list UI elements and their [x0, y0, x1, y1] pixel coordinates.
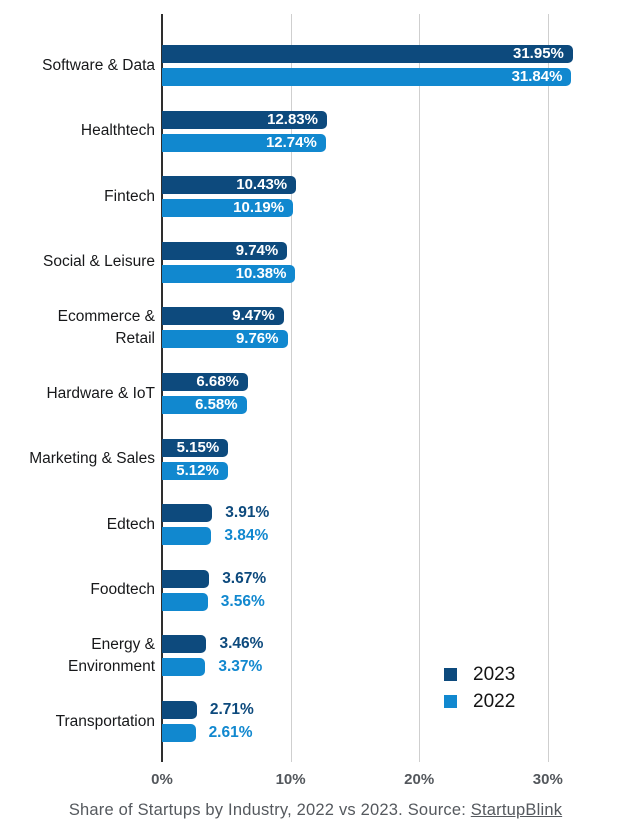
legend: 2023 2022 [444, 661, 515, 715]
bar-2023-1: 12.83% [162, 110, 327, 129]
value-label-2023-1: 12.83% [267, 110, 318, 128]
category-label-9: Energy & Environment [67, 635, 155, 675]
bar-2023-6: 5.15% [162, 438, 229, 457]
bar-2023-7 [162, 504, 213, 523]
category-label-0: Software & Data [42, 56, 155, 74]
legend-label-2023: 2023 [473, 663, 516, 685]
bar-2022-2: 10.19% [162, 199, 294, 218]
value-label-2022-4: 9.76% [235, 330, 279, 348]
bar-2023-8 [162, 569, 210, 588]
category-label-4: Ecommerce & Retail [57, 307, 155, 347]
category-label-10: Transportation [55, 712, 155, 730]
value-label-2022-9: 3.37% [218, 658, 263, 676]
value-label-2022-7: 3.84% [224, 527, 269, 545]
bar-2022-10 [162, 724, 196, 742]
chart-caption: Share of Startups by Industry, 2022 vs 2… [0, 801, 631, 820]
bar-2023-3: 9.74% [162, 241, 288, 260]
legend-item-2023: 2023 [444, 661, 515, 688]
value-label-2023-2: 10.43% [236, 176, 288, 194]
bar-2023-10 [162, 701, 197, 719]
value-label-2022-5: 6.58% [195, 396, 238, 413]
value-label-2022-6: 5.12% [176, 461, 219, 479]
gridline-30% [547, 14, 549, 762]
value-label-2023-4: 9.47% [232, 307, 275, 325]
value-label-2022-1: 12.74% [265, 133, 317, 151]
value-label-2022-8: 3.56% [220, 592, 265, 610]
legend-swatch-2023 [444, 668, 457, 681]
bar-2023-4: 9.47% [162, 307, 284, 326]
category-label-7: Edtech [106, 515, 155, 533]
value-label-2022-2: 10.19% [233, 199, 285, 217]
bar-2022-7 [162, 527, 212, 546]
category-label-5: Hardware & IoT [46, 384, 155, 402]
value-label-2023-0: 31.95% [513, 45, 564, 62]
x-tick-0%: 0% [151, 771, 173, 788]
bar-2022-4: 9.76% [162, 330, 288, 349]
value-label-2023-7: 3.91% [225, 504, 270, 522]
value-label-2023-3: 9.74% [235, 241, 279, 259]
value-label-2023-6: 5.15% [176, 438, 220, 456]
value-label-2022-0: 31.84% [511, 68, 563, 85]
legend-swatch-2022 [444, 695, 457, 708]
bar-2023-5: 6.68% [162, 373, 248, 391]
x-tick-20%: 20% [404, 771, 435, 788]
bar-2023-2: 10.43% [162, 176, 297, 195]
bar-2022-0: 31.84% [162, 68, 572, 86]
bar-2023-0: 31.95% [162, 45, 573, 63]
x-tick-10%: 10% [275, 771, 306, 788]
bar-2022-1: 12.74% [162, 133, 326, 152]
legend-item-2022: 2022 [444, 688, 515, 715]
category-label-2: Fintech [104, 187, 155, 205]
value-label-2023-10: 2.71% [209, 701, 254, 718]
value-label-2023-8: 3.67% [222, 569, 267, 587]
gridline-10% [290, 14, 292, 762]
bar-2022-3: 10.38% [162, 264, 296, 283]
category-label-3: Social & Leisure [42, 253, 155, 271]
x-tick-30%: 30% [532, 771, 563, 788]
bar-2022-9 [162, 658, 206, 677]
caption-text: Share of Startups by Industry, 2022 vs 2… [68, 801, 471, 819]
category-label-8: Foodtech [90, 581, 155, 599]
value-label-2023-9: 3.46% [219, 635, 264, 653]
bar-2022-8 [162, 592, 208, 611]
value-label-2022-3: 10.38% [235, 264, 287, 282]
gridline-20% [419, 14, 421, 762]
legend-label-2022: 2022 [473, 690, 516, 712]
bar-2022-5: 6.58% [162, 396, 247, 414]
bar-2023-9 [162, 635, 207, 654]
bar-2022-6: 5.12% [162, 461, 228, 480]
value-label-2023-5: 6.68% [196, 373, 239, 390]
category-label-6: Marketing & Sales [29, 450, 155, 468]
category-label-1: Healthtech [80, 122, 155, 140]
source-link[interactable]: StartupBlink [470, 801, 563, 819]
value-label-2022-10: 2.61% [208, 724, 253, 741]
